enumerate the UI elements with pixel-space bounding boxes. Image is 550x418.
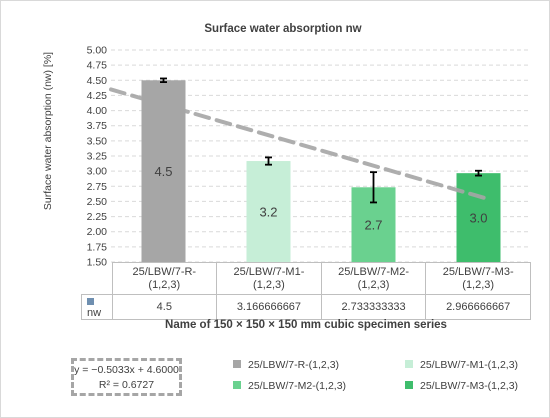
legend-item: 25/LBW/7-R-(1,2,3) [233,359,339,371]
legend-item: 25/LBW/7-M2-(1,2,3) [233,380,346,392]
table-value-cell: 2.966666667 [425,294,531,320]
trendline-r2: R² = 0.6727 [98,379,155,391]
y-axis-title: Surface water absorption (nw) [%] [42,52,54,210]
table-row-label: nw [81,294,113,320]
y-tick-label: 3.75 [87,120,108,132]
table-value-cell: 4.5 [111,294,218,320]
bar [246,161,291,262]
y-tick-label: 2.00 [87,226,108,238]
error-bar [370,171,377,204]
y-tick-label: 2.25 [87,211,108,223]
table-header-cell: 25/LBW/7-M1- (1,2,3) [216,262,322,295]
y-tick-label: 3.00 [87,166,108,178]
y-tick-label: 2.75 [87,181,108,193]
trendline-path [109,87,491,202]
trendline [109,87,491,202]
error-bars [160,77,482,204]
y-tick-label: 2.50 [87,196,108,208]
y-tick-label: 5.00 [87,45,108,57]
y-tick-labels: 1.501.752.002.252.502.753.003.253.503.75… [87,45,108,269]
error-bar [475,169,482,177]
table-header-cell: 25/LBW/7-R- (1,2,3) [111,262,218,295]
table-header-cell: 25/LBW/7-M2- (1,2,3) [320,262,427,295]
legend-item: 25/LBW/7-M3-(1,2,3) [405,380,518,392]
data-label: 3.2 [259,205,277,220]
data-label: 3.0 [469,211,487,226]
table-value-cell: 2.733333333 [320,294,427,320]
legend-swatch [233,360,241,369]
bar [456,173,501,262]
y-tick-label: 4.75 [87,60,108,72]
legend-item: 25/LBW/7-M1-(1,2,3) [405,359,518,371]
table-header-cell: 25/LBW/7-M3- (1,2,3) [425,262,531,295]
y-tick-label: 4.25 [87,90,108,102]
y-tick-label: 3.50 [87,135,108,147]
error-bar [160,77,167,84]
data-table: 25/LBW/7-R- (1,2,3) 25/LBW/7-M1- (1,2,3) 2… [81,262,531,320]
data-label: 4.5 [154,164,172,179]
y-tick-label: 4.50 [87,75,108,87]
error-bar [265,156,272,166]
data-label: 2.7 [364,218,382,233]
x-axis-title: Name of 150 × 150 × 150 mm cubic specime… [165,319,447,331]
y-tick-label: 4.00 [87,105,108,117]
legend-swatch [233,381,241,390]
bars [141,80,501,263]
data-labels: 4.5 3.2 2.7 3.0 [154,164,487,233]
table-corner [81,262,113,295]
table-value-cell: 3.166666667 [216,294,322,320]
trendline-equation-box: y = −0.5033x + 4.6000 R² = 0.6727 [71,358,182,396]
series-key-swatch [87,297,94,305]
legend-swatch [405,381,413,390]
chart-title: Surface water absorption nw [204,23,361,35]
legend-swatch [405,360,413,369]
trendline-equation: y = −0.5033x + 4.6000 [74,364,179,376]
y-tick-label: 3.25 [87,151,108,163]
y-tick-label: 1.75 [87,241,108,253]
